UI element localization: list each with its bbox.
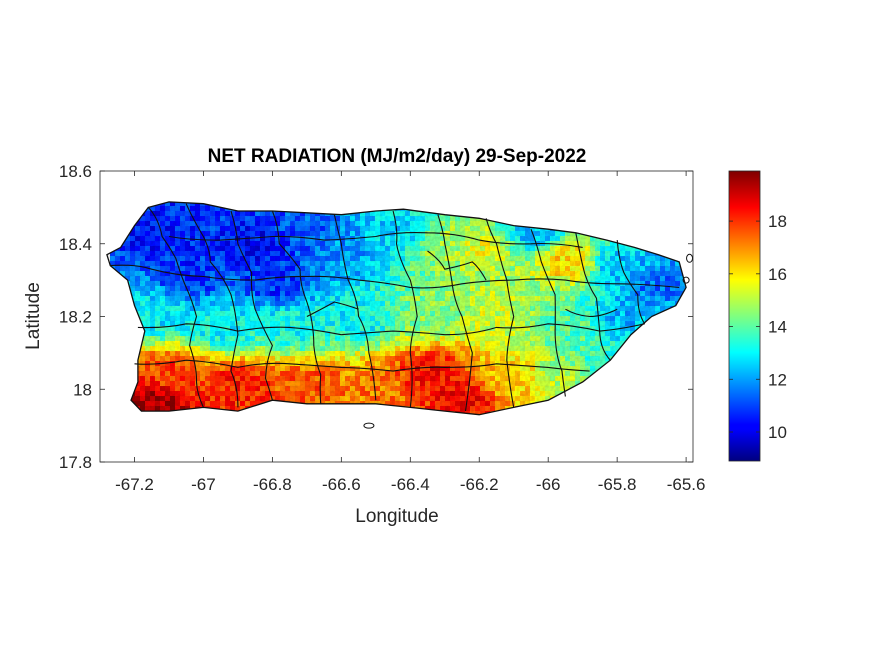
municipality-boundary — [437, 214, 473, 412]
islet — [682, 276, 690, 284]
municipality-boundary — [427, 250, 487, 281]
x-tick-label: -67 — [191, 475, 216, 494]
municipality-boundary — [530, 228, 566, 397]
x-tick-label: -66.8 — [253, 475, 292, 494]
municipality-boundary — [185, 203, 239, 408]
chart-title: NET RADIATION (MJ/m2/day) 29-Sep-2022 — [208, 146, 587, 167]
municipality-boundary — [230, 210, 274, 401]
colorbar: 10 12 14 16 18 — [728, 170, 787, 462]
x-tick-label: -66.6 — [322, 475, 361, 494]
municipality-boundary — [168, 231, 583, 248]
x-tick-label: -65.6 — [667, 475, 706, 494]
colorbar-tick-label: 10 — [768, 423, 787, 442]
islet — [686, 253, 694, 263]
small-islands — [363, 253, 694, 429]
x-tick-label: -65.8 — [598, 475, 637, 494]
y-tick-label: 18.6 — [59, 162, 92, 181]
municipality-boundary — [565, 308, 618, 318]
municipality-boundary — [137, 323, 645, 336]
colorbar-tick-label: 12 — [768, 370, 787, 389]
x-axis-label: Longitude — [355, 506, 438, 527]
municipality-boundary — [306, 301, 359, 317]
municipality-boundary — [271, 210, 322, 404]
colorbar-gradient — [728, 170, 761, 462]
island-outline — [106, 201, 687, 416]
x-axis-ticks: -67.2 -67 -66.8 -66.6 -66.4 -66.2 -66 -65.8 -65.… — [115, 171, 705, 494]
y-tick-label: 17.8 — [59, 453, 92, 472]
y-tick-label: 18 — [73, 380, 92, 399]
municipality-boundary — [333, 214, 377, 401]
colorbar-tick-label: 18 — [768, 212, 787, 231]
islet — [363, 422, 375, 429]
municipality-boundaries — [110, 203, 680, 412]
colorbar-tick-label: 16 — [768, 265, 787, 284]
y-axis-label: Latitude — [23, 282, 44, 350]
municipality-boundary — [147, 207, 204, 408]
municipality-boundary — [392, 210, 418, 408]
municipality-boundary — [575, 232, 611, 361]
x-tick-label: -66 — [536, 475, 561, 494]
x-tick-label: -67.2 — [115, 475, 154, 494]
colorbar-ticks: 10 12 14 16 18 — [729, 212, 787, 442]
x-tick-label: -66.2 — [460, 475, 499, 494]
municipality-boundary — [134, 359, 590, 372]
x-tick-label: -66.4 — [391, 475, 430, 494]
y-tick-label: 18.4 — [59, 235, 92, 254]
municipality-boundary — [110, 264, 680, 289]
radiation-field — [106, 201, 687, 415]
y-tick-label: 18.2 — [59, 308, 92, 327]
y-axis-ticks: 17.8 18 18.2 18.4 18.6 — [59, 162, 693, 472]
colorbar-tick-label: 14 — [768, 318, 787, 337]
